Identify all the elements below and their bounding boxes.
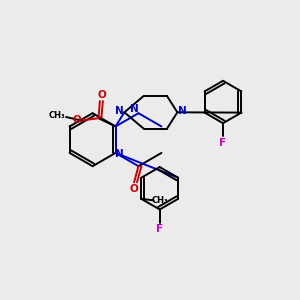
- Text: N: N: [130, 104, 139, 114]
- Text: F: F: [156, 224, 163, 234]
- Text: F: F: [219, 138, 226, 148]
- Text: CH₃: CH₃: [151, 196, 168, 205]
- Text: O: O: [97, 90, 106, 100]
- Text: N: N: [115, 149, 124, 159]
- Text: N: N: [178, 106, 187, 116]
- Text: O: O: [130, 184, 138, 194]
- Text: N: N: [115, 106, 123, 116]
- Text: CH₃: CH₃: [48, 111, 65, 120]
- Text: O: O: [72, 115, 81, 125]
